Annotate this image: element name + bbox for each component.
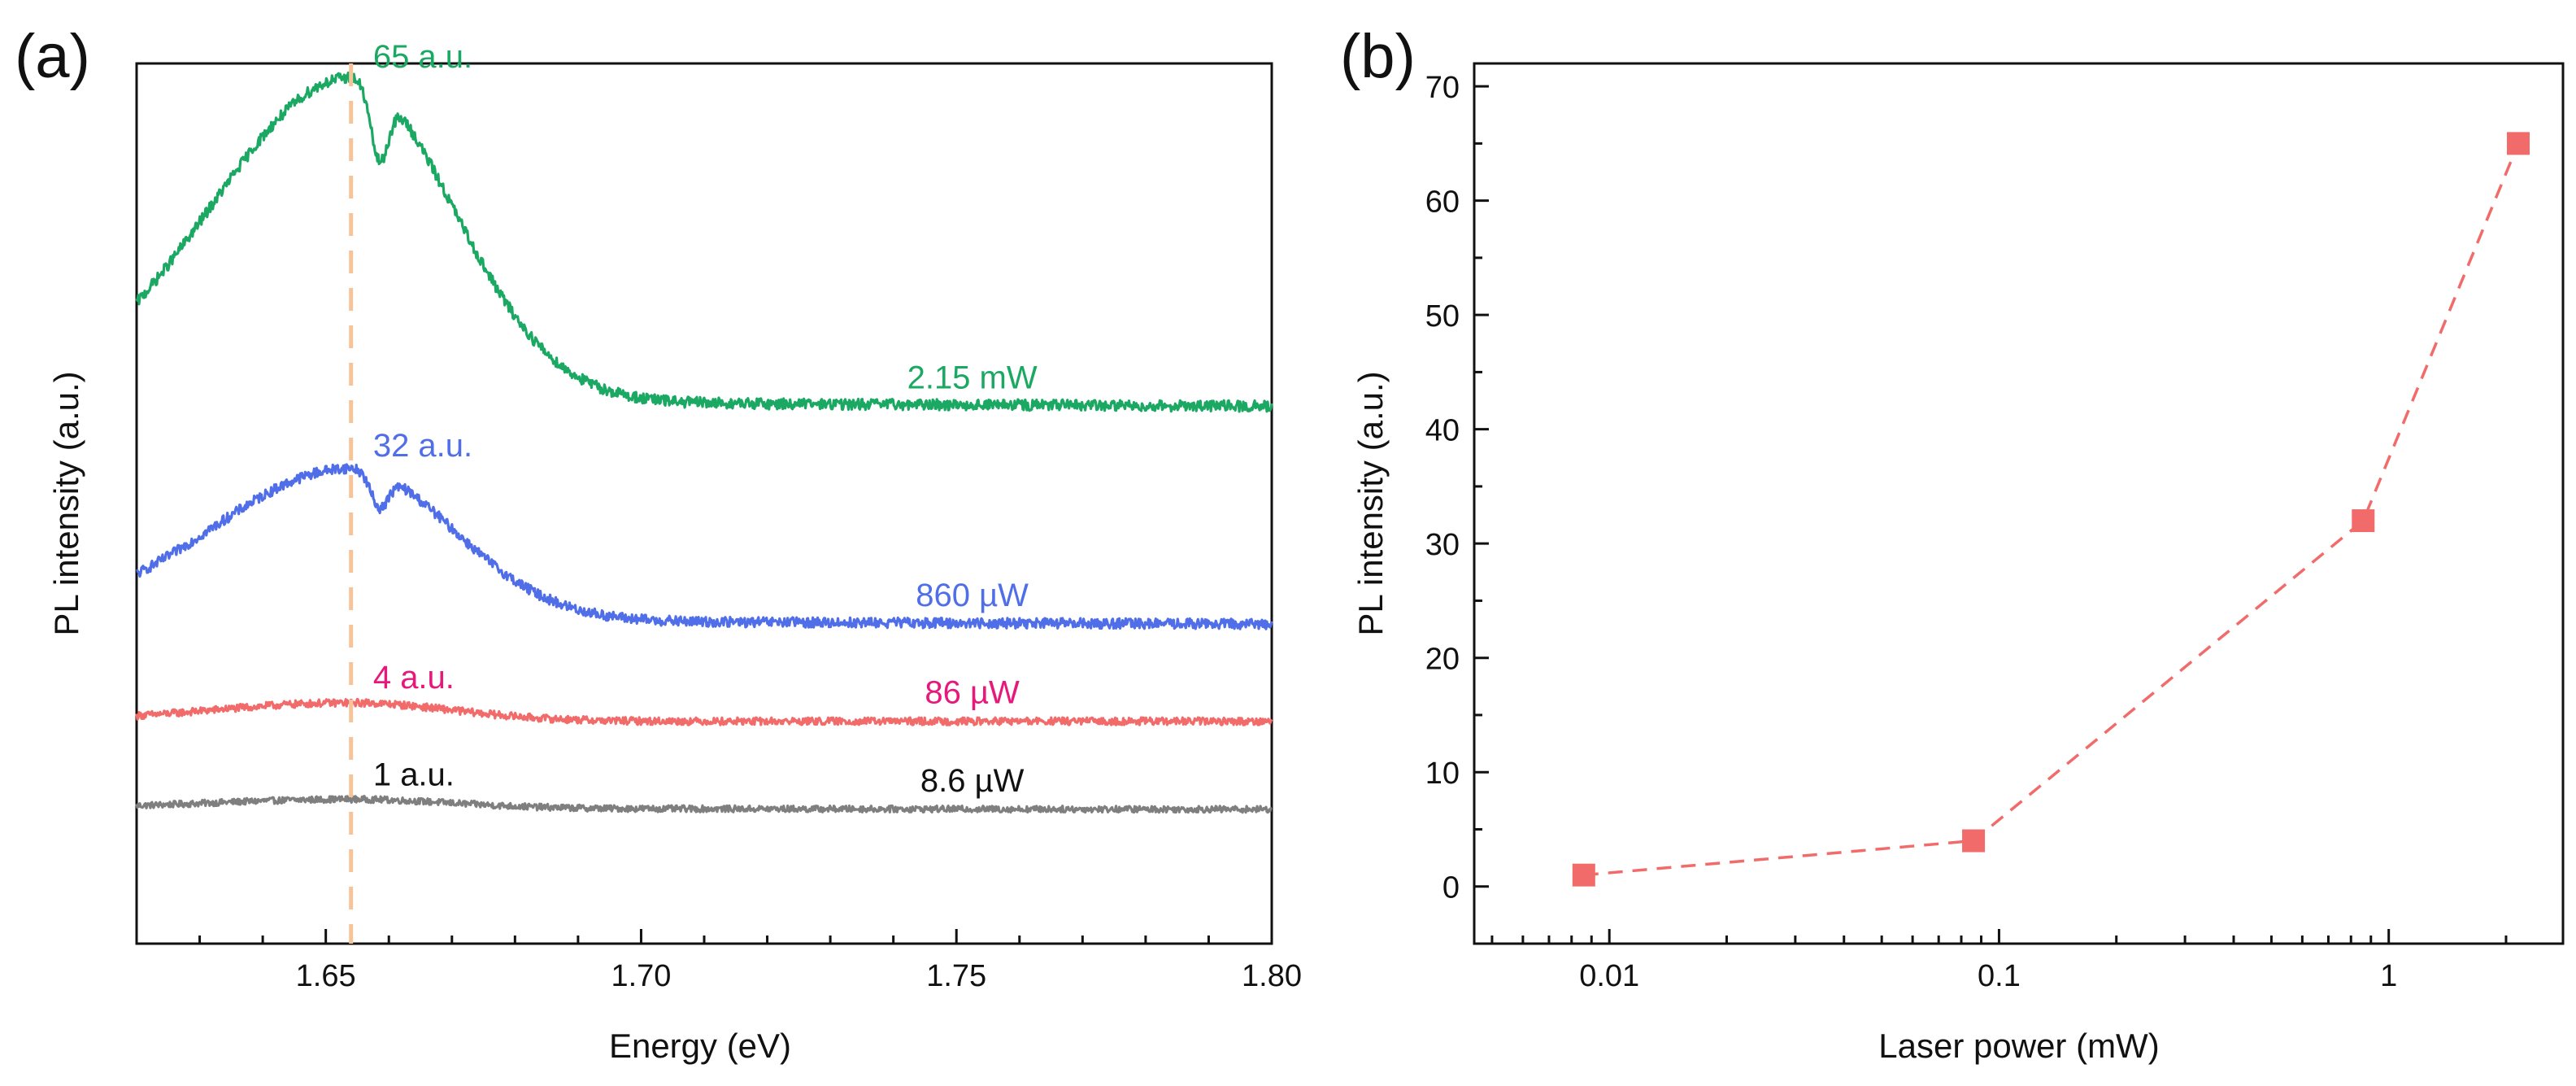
panel-a-x-axis-label: Energy (eV) bbox=[609, 1027, 791, 1065]
data-point bbox=[1572, 863, 1595, 887]
x-tick-label: 1.75 bbox=[926, 959, 986, 993]
y-tick-label: 0 bbox=[1442, 871, 1460, 905]
power-label-0: 8.6 µW bbox=[920, 763, 1025, 799]
y-tick-label: 40 bbox=[1425, 414, 1460, 448]
y-tick-label: 30 bbox=[1425, 528, 1460, 562]
x-tick-label: 0.1 bbox=[1978, 959, 2021, 993]
panel-b-x-axis: 0.01 0.1 1 bbox=[1490, 929, 2508, 993]
data-point bbox=[2507, 132, 2530, 155]
y-tick-label: 60 bbox=[1425, 185, 1460, 220]
panel-b-plot-frame bbox=[1473, 62, 2565, 945]
power-label-2: 860 µW bbox=[916, 578, 1029, 613]
panel-b-y-axis-label: PL intensity (a.u.) bbox=[1351, 371, 1390, 635]
panel-b-label: (b) bbox=[1340, 22, 1416, 91]
panel-a-plot-area bbox=[135, 63, 1273, 944]
panel-b-series bbox=[1572, 132, 2530, 887]
x-tick-label: 1.70 bbox=[611, 959, 671, 993]
panel-b-y-axis: 0 10 20 30 40 50 60 70 bbox=[1425, 71, 1489, 905]
x-tick-label: 1 bbox=[2380, 959, 2397, 993]
panel-a-y-axis-label: PL intensity (a.u.) bbox=[47, 371, 85, 635]
panel-a-x-axis: 1.65 1.70 1.75 1.80 bbox=[135, 929, 1302, 993]
series-line-0 bbox=[135, 795, 1273, 814]
series-line-2 bbox=[136, 463, 1273, 630]
x-tick-label: 0.01 bbox=[1579, 959, 1639, 993]
peak-label-0: 1 a.u. bbox=[373, 757, 455, 792]
panel-a-annotations: 1 a.u. 8.6 µW 4 a.u. 86 µW 32 a.u. 860 µW 65 a… bbox=[373, 39, 1038, 799]
series-line-3 bbox=[135, 71, 1273, 413]
series-line-1 bbox=[135, 697, 1273, 726]
panel-a-label: (a) bbox=[15, 22, 90, 91]
panel-a: (a) 1.65 1.70 1.75 1.80 Energy (eV) PL inte… bbox=[15, 22, 1302, 1065]
peak-label-2: 32 a.u. bbox=[373, 428, 472, 464]
y-tick-label: 50 bbox=[1425, 299, 1460, 334]
y-tick-label: 10 bbox=[1425, 757, 1460, 791]
peak-label-3: 65 a.u. bbox=[373, 39, 472, 75]
data-point bbox=[2352, 509, 2375, 533]
y-tick-label: 70 bbox=[1425, 71, 1460, 105]
power-label-3: 2.15 mW bbox=[907, 360, 1038, 395]
peak-label-1: 4 a.u. bbox=[373, 660, 455, 696]
panel-b-x-axis-label: Laser power (mW) bbox=[1878, 1027, 2159, 1065]
panel-b: (b) 0 10 20 30 40 50 60 70 0.01 0.1 1 Laser power… bbox=[1340, 22, 2565, 1065]
power-label-1: 86 µW bbox=[925, 675, 1020, 711]
data-point bbox=[1962, 829, 1986, 853]
x-tick-label: 1.80 bbox=[1242, 959, 1302, 993]
y-tick-label: 20 bbox=[1425, 643, 1460, 677]
x-tick-label: 1.65 bbox=[296, 959, 356, 993]
series-line bbox=[1583, 142, 2520, 877]
